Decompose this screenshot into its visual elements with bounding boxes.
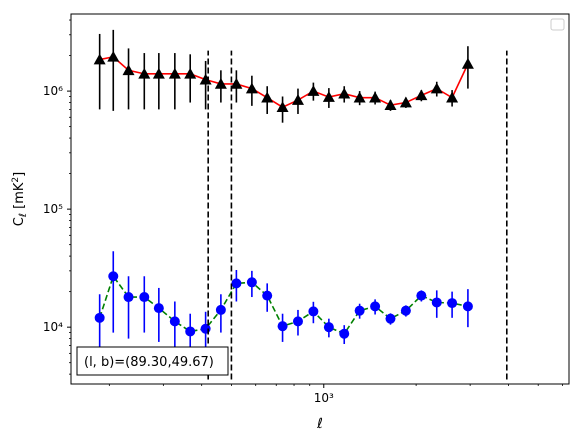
triangle-marker (369, 91, 382, 103)
triangle-marker (276, 101, 289, 113)
circle-marker (292, 316, 303, 327)
annotation-box: (l, b)=(89.30,49.67) (76, 346, 229, 376)
vertical-lines (207, 50, 508, 380)
annotation-text: (l, b)=(89.30,49.67) (84, 355, 214, 370)
triangle-marker (184, 67, 197, 79)
circle-marker (277, 321, 288, 332)
triangle-marker (322, 91, 335, 102)
x-tick-label: 10³ (314, 391, 334, 405)
triangle-marker (168, 67, 181, 79)
circle-marker (385, 313, 396, 324)
x-axis-label: ℓ (316, 416, 323, 432)
triangle-marker (353, 91, 366, 103)
circle-marker (262, 290, 273, 301)
triangle-marker (122, 64, 135, 76)
legend-box (550, 18, 565, 31)
triangle-marker (338, 87, 351, 99)
circle-marker (231, 278, 242, 289)
triangle-marker (415, 89, 428, 101)
circle-marker (200, 323, 211, 334)
triangle-marker (93, 53, 106, 65)
triangle-marker (307, 85, 320, 96)
circle-marker (323, 322, 334, 333)
triangle-marker (138, 67, 151, 79)
triangle-marker (230, 77, 243, 89)
circle-marker (246, 277, 257, 288)
circle-marker (339, 328, 350, 339)
circle-marker (123, 292, 134, 303)
circle-marker (94, 312, 105, 323)
y-axis-label: Cℓ [mK2] (11, 172, 29, 226)
triangle-marker (384, 99, 397, 110)
triangle-marker (261, 91, 274, 103)
triangle-marker (214, 77, 227, 89)
circle-marker (370, 301, 381, 312)
y-tick-label: 10⁴ (43, 320, 63, 334)
circle-marker (185, 326, 196, 337)
y-tick-label: 10⁶ (43, 84, 63, 98)
plot-frame (70, 13, 570, 385)
triangle-marker (461, 57, 474, 69)
circle-marker (416, 290, 427, 301)
circle-marker (462, 301, 473, 312)
circle-marker (447, 298, 458, 309)
circle-marker (215, 304, 226, 315)
axis-ticks: 10⁴ 10⁵ 10⁶ 10³ (43, 19, 563, 405)
triangle-marker (291, 94, 304, 105)
circle-marker (308, 306, 319, 317)
series-1 (93, 29, 474, 123)
triangle-marker (107, 50, 120, 62)
circle-marker (108, 271, 119, 282)
triangle-marker (245, 82, 258, 94)
triangle-marker (399, 96, 412, 108)
triangle-marker (430, 82, 443, 94)
circle-marker (354, 305, 365, 316)
circle-marker (169, 316, 180, 327)
triangle-marker (152, 67, 165, 79)
circle-marker (139, 292, 150, 303)
y-tick-label: 10⁵ (43, 202, 63, 216)
circle-marker (431, 297, 442, 308)
circle-marker (153, 303, 164, 314)
triangle-marker (446, 91, 459, 103)
circle-marker (400, 305, 411, 316)
annotation-frame (76, 346, 229, 376)
